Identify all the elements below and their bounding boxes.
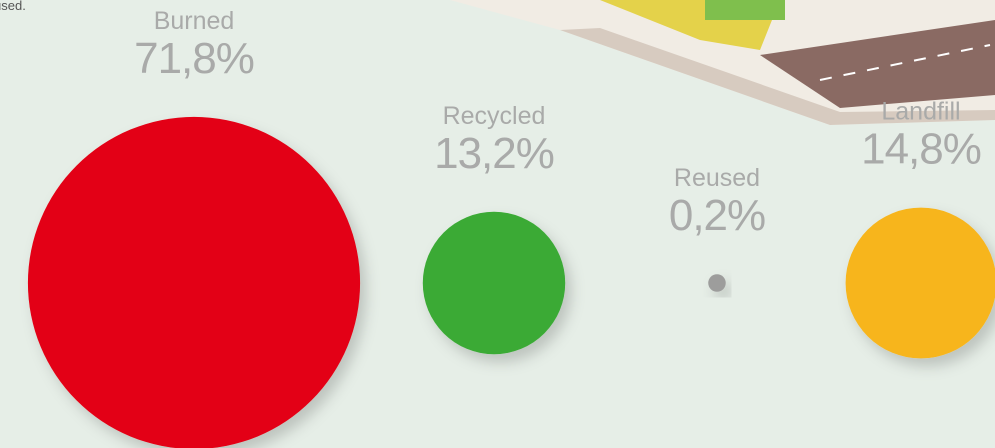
bubble xyxy=(846,208,995,359)
bubble xyxy=(28,117,360,448)
value-label: 0,2% xyxy=(669,191,765,240)
category-label: Landfill xyxy=(881,98,960,126)
bubble xyxy=(708,274,726,292)
category-label: Recycled xyxy=(443,102,546,130)
value-label: 71,8% xyxy=(134,34,254,83)
category-label: Reused xyxy=(674,164,760,192)
bubble xyxy=(423,212,565,354)
annotation: used. xyxy=(0,0,26,13)
value-label: 14,8% xyxy=(861,125,981,174)
page: {"chart_data": {"type": "bubble", "annot… xyxy=(0,0,995,448)
value-label: 13,2% xyxy=(434,129,554,178)
category-label: Burned xyxy=(154,7,235,35)
chart: used. Burned71,8% Recycled13,2% Reused0,2%… xyxy=(0,0,995,448)
